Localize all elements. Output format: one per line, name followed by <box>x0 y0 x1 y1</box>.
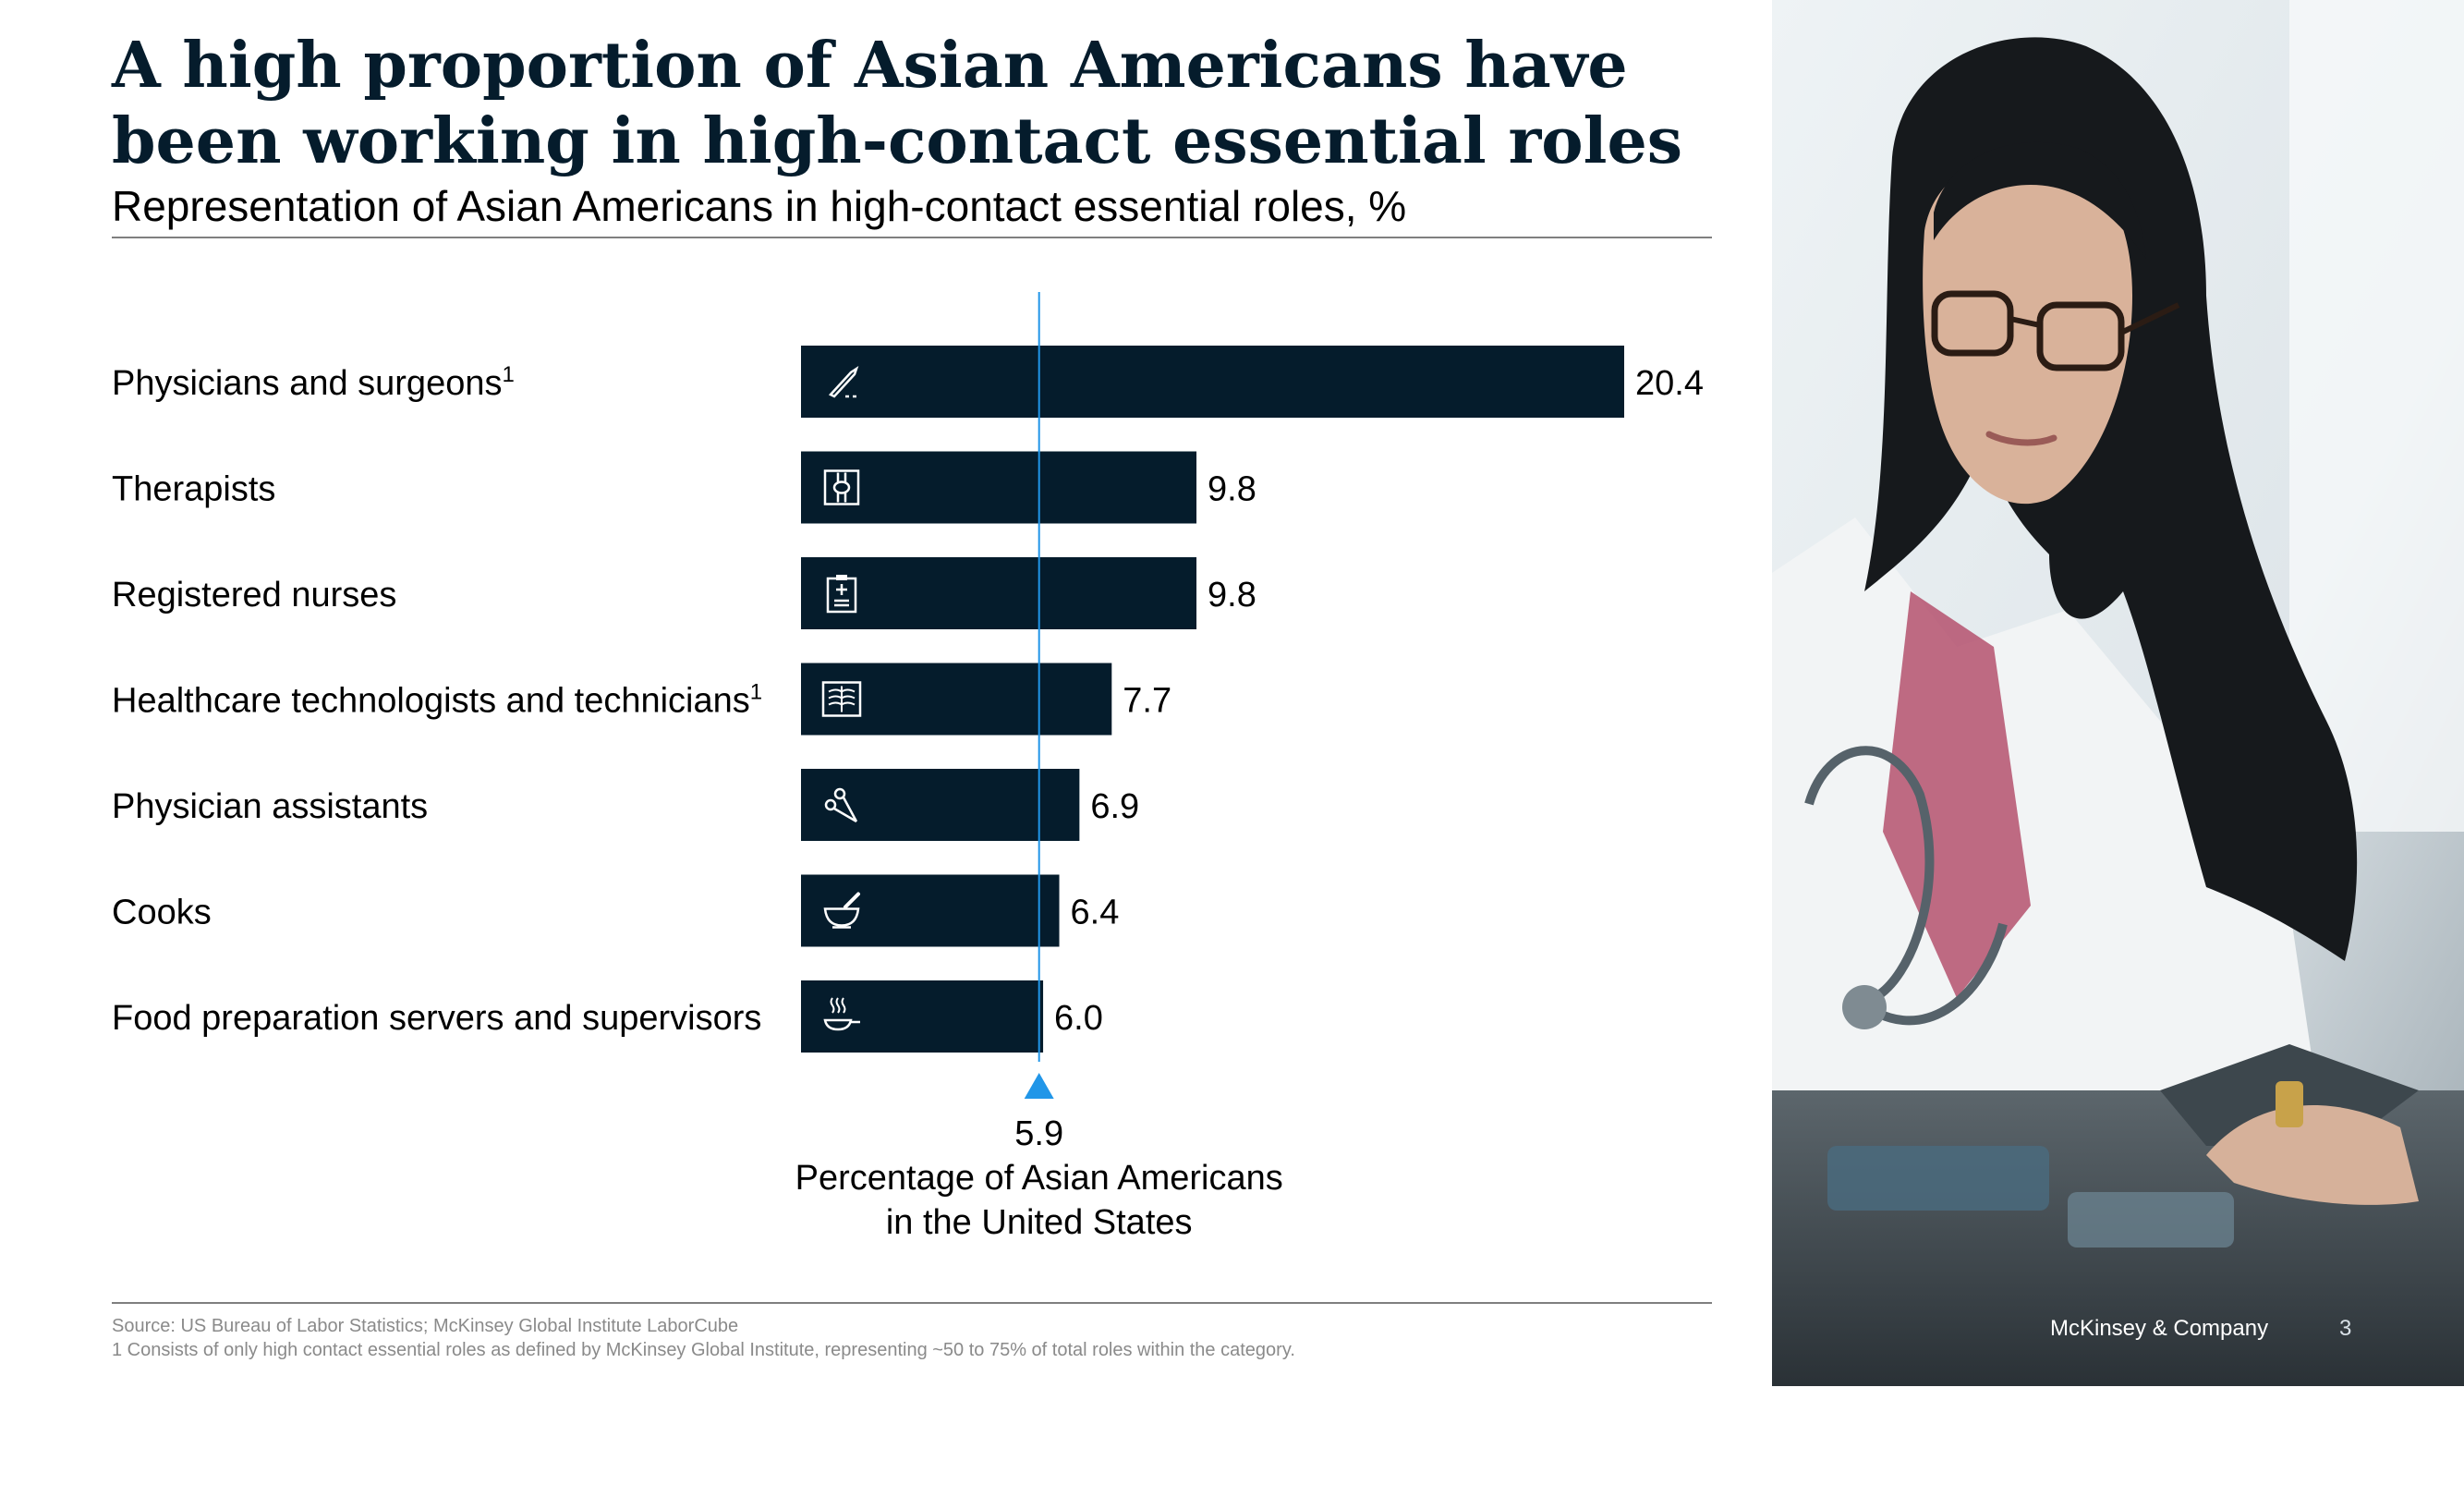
category-label: Physicians and surgeons1 <box>112 362 515 403</box>
value-label: 6.9 <box>1090 787 1139 826</box>
value-label: 9.8 <box>1208 470 1256 509</box>
bar <box>801 663 1112 736</box>
value-label: 7.7 <box>1123 682 1171 721</box>
bar <box>801 557 1197 629</box>
category-label: Healthcare technologists and technicians… <box>112 680 762 721</box>
footnote: 1 Consists of only high contact essentia… <box>112 1340 1295 1360</box>
doctor-illustration <box>1772 0 2464 1386</box>
bars-layer: Physicians and surgeons1 20.4 Therapists 9.… <box>112 346 1704 1053</box>
bar <box>801 769 1080 841</box>
category-label: Registered nurses <box>112 576 396 615</box>
bar <box>801 980 1044 1053</box>
surgical-clamp-icon <box>824 787 858 823</box>
medical-clipboard-icon <box>826 575 857 614</box>
steaming-pan-icon <box>823 997 860 1031</box>
value-label: 9.8 <box>1208 576 1256 615</box>
bar <box>801 346 1624 418</box>
category-label: Therapists <box>112 470 275 509</box>
bar <box>801 451 1197 524</box>
chart-subtitle: Representation of Asian Americans in hig… <box>112 182 1407 230</box>
reference-value: 5.9 <box>1014 1114 1063 1153</box>
reference-label: in the United States <box>886 1203 1193 1242</box>
bottom-divider <box>112 1302 1712 1304</box>
page-title: A high proportion of Asian Americans hav… <box>112 29 1682 178</box>
value-label: 6.0 <box>1054 999 1103 1038</box>
reference-marker <box>1024 1073 1054 1099</box>
reference-layer: 5.9 Percentage of Asian Americans in the U… <box>795 292 1283 1242</box>
page-number: 3 <box>2339 1316 2352 1341</box>
bar-chart: Physicians and surgeons1 20.4 Therapists 9.… <box>112 292 1704 1242</box>
brand-name: McKinsey & Company <box>2050 1316 2269 1341</box>
value-label: 20.4 <box>1635 364 1704 403</box>
top-divider <box>112 237 1712 238</box>
category-label: Food preparation servers and supervisors <box>112 999 761 1038</box>
bar <box>801 874 1060 947</box>
doctor-photo: McKinsey & Company 3 <box>1772 0 2464 1386</box>
scalpel-icon <box>828 365 859 398</box>
mortar-pestle-icon <box>823 892 860 929</box>
category-label: Physician assistants <box>112 787 428 826</box>
reference-label: Percentage of Asian Americans <box>795 1159 1283 1198</box>
source-note: Source: US Bureau of Labor Statistics; M… <box>112 1316 739 1336</box>
value-label: 6.4 <box>1071 894 1120 932</box>
chart-panel: A high proportion of Asian Americans hav… <box>112 29 1712 1360</box>
category-label: Cooks <box>112 894 212 932</box>
joint-bone-icon <box>823 469 860 505</box>
xray-ribcage-icon <box>821 681 862 717</box>
